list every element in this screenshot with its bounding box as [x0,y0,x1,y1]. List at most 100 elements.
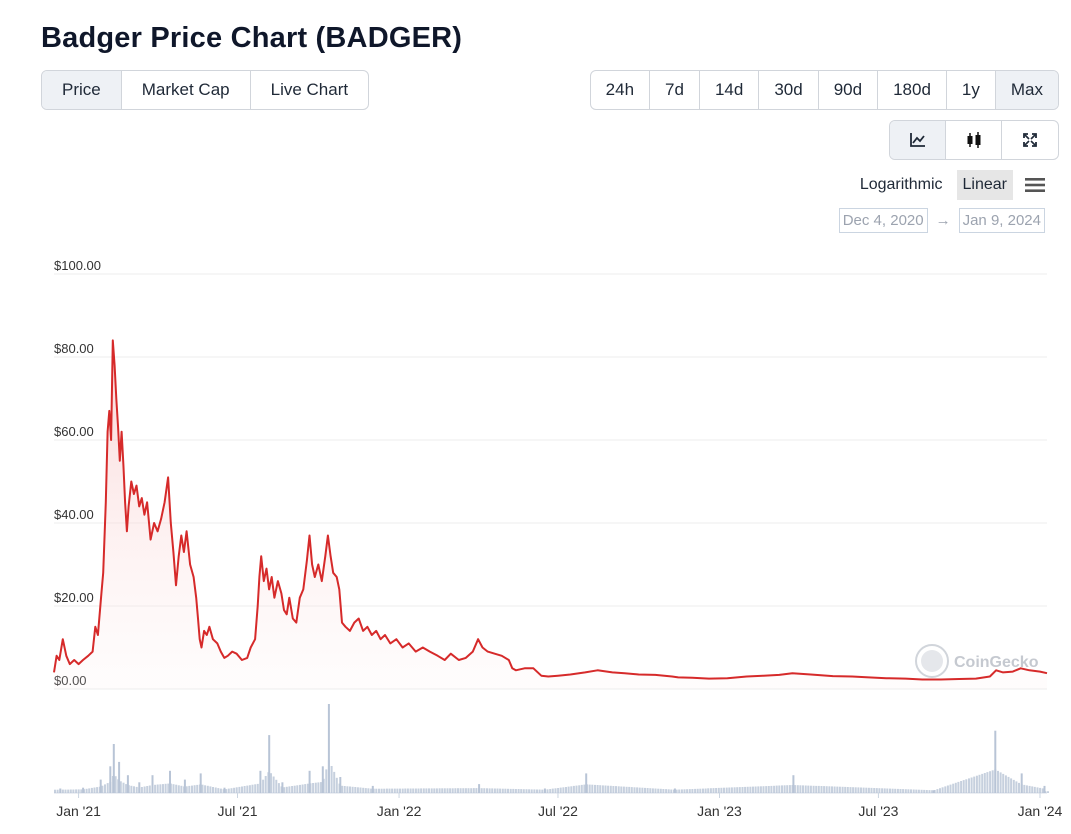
volume-bar [264,776,267,793]
volume-bar [910,789,912,793]
volume-bar [617,786,620,793]
tab-live-chart[interactable]: Live Chart [270,80,349,99]
volume-bar [501,788,504,793]
scale-linear[interactable]: Linear [956,170,1013,200]
volume-bar [928,790,931,793]
line-chart-button[interactable] [890,121,946,159]
volume-bar [723,787,725,793]
volume-spike [82,787,85,793]
volume-spike [99,779,102,793]
volume-bar [101,785,104,793]
volume-bar [417,788,420,793]
date-from-input[interactable]: Dec 4, 2020 [838,208,928,233]
volume-bar [262,779,265,793]
volume-bar [799,785,802,793]
volume-spike [543,788,546,793]
volume-bar [1012,779,1015,793]
volume-spike [281,782,284,793]
range-90d[interactable]: 90d [819,71,879,109]
volume-bar [836,786,839,793]
volume-bar [256,783,259,793]
hamburger-menu-icon[interactable] [1025,177,1045,193]
volume-bar [248,785,251,793]
date-arrow: → [935,212,951,229]
volume-bar [636,787,639,793]
volume-bar [154,784,157,793]
volume-bar [557,788,560,793]
price-line[interactable] [53,339,1048,681]
volume-bar [507,788,509,793]
range-14d[interactable]: 14d [700,71,760,109]
volume-bar [615,786,617,793]
volume-bar [728,787,731,793]
volume-bar [54,789,56,793]
volume-bar [404,788,407,793]
volume-bar [422,788,425,793]
volume-bar [825,786,828,793]
range-24h[interactable]: 24h [591,71,651,109]
volume-bar [193,785,196,793]
volume-bar [965,779,968,793]
volume-bar [443,788,446,793]
volume-bar [272,776,275,793]
volume-bar [838,786,841,793]
volume-bar [362,787,365,793]
volume-bar [725,787,728,793]
volume-spike [308,770,311,794]
date-to-input[interactable]: Jan 9, 2024 [958,208,1045,233]
volume-bar [923,789,926,793]
volume-bar [420,788,423,793]
tab-price[interactable]: Price [42,71,122,109]
volume-bar [594,784,596,793]
volume-bar [483,788,486,793]
x-tick-label: Jul '23 [858,803,898,819]
volume-bar [430,788,433,793]
tab-market-cap[interactable]: Market Cap [122,71,251,109]
volume-bar [844,786,847,793]
volume-bar [156,784,159,793]
volume-bar [304,784,307,793]
volume-bar [551,788,554,793]
x-axis: Jan '21 Jul '21 Jan '22 Jul '22 Jan '23 Jul '… [56,793,1063,819]
volume-bar [522,789,525,793]
volume-spike [109,766,112,793]
volume-spike [118,761,121,793]
range-180d[interactable]: 180d [878,71,947,109]
volume-bar [620,786,623,793]
volume-bar [657,788,660,793]
volume-bar [243,786,246,793]
volume-bar [354,787,357,793]
volume-bar [380,788,383,793]
volume-bar [886,788,889,793]
volume-spike [59,788,62,793]
volume-bar [201,784,204,793]
volume-bar [314,782,317,793]
volume-bar [931,790,934,793]
volume-bars [54,704,1049,794]
candlestick-button[interactable] [946,121,1002,159]
volume-bar [1033,786,1036,793]
volume-bar [330,766,333,793]
volume-bar [946,785,949,793]
volume-bar [90,787,93,793]
volume-bar [546,789,549,793]
volume-bar [188,785,191,793]
scale-logarithmic[interactable]: Logarithmic [859,176,943,193]
expand-button[interactable] [1002,121,1058,159]
volume-bar [1047,791,1049,793]
range-7d[interactable]: 7d [650,71,700,109]
volume-bar [854,787,857,793]
volume-bar [831,786,833,793]
volume-bar [93,787,96,793]
volume-bar [925,790,928,793]
volume-bar [565,787,567,793]
range-1y[interactable]: 1y [947,71,996,109]
volume-bar [591,784,594,793]
range-max[interactable]: Max [995,71,1058,109]
volume-bar [986,772,989,793]
volume-bar [588,784,591,793]
range-30d[interactable]: 30d [759,71,819,109]
volume-bar [578,785,581,793]
volume-bar [575,785,578,793]
